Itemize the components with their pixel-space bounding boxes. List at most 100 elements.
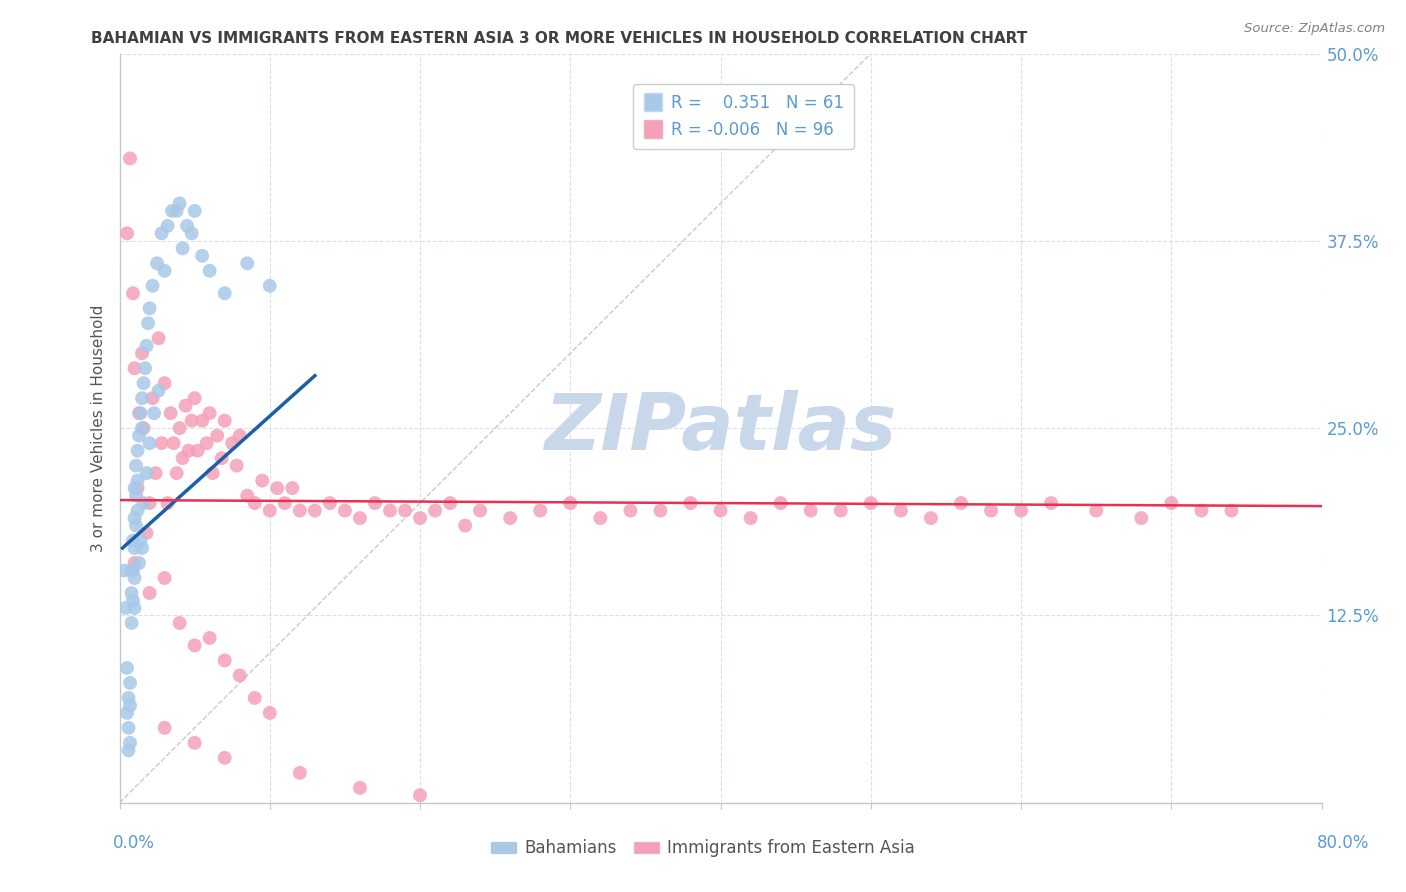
Point [225,458,247,473]
Point [236,256,259,270]
Point [288,765,311,780]
Point [243,496,266,510]
Point [560,496,582,510]
Point [830,503,852,517]
Point [124,571,146,585]
Point [131,541,153,555]
Point [131,391,153,405]
Point [589,511,612,525]
Legend: R =    0.351   N = 61, R = -0.006   N = 96: R = 0.351 N = 61, R = -0.006 N = 96 [633,85,853,149]
Point [243,690,266,705]
Point [138,436,160,450]
Point [127,503,149,517]
Point [118,152,141,166]
Point [169,421,191,435]
Point [162,436,184,450]
Point [121,564,143,578]
Point [378,503,401,517]
Point [198,406,221,420]
Text: BAHAMIAN VS IMMIGRANTS FROM EASTERN ASIA 3 OR MORE VEHICLES IN HOUSEHOLD CORRELA: BAHAMIAN VS IMMIGRANTS FROM EASTERN ASIA… [91,31,1028,46]
Point [259,706,281,720]
Point [1189,503,1212,517]
Point [115,227,138,241]
Point [859,496,882,510]
Point [142,391,165,405]
Point [159,406,181,420]
Point [127,443,149,458]
Point [259,278,281,293]
Point [499,511,522,525]
Point [740,511,762,525]
Point [136,316,159,330]
Point [138,586,160,600]
Point [153,571,176,585]
Point [800,503,823,517]
Point [214,751,236,765]
Point [129,406,152,420]
Point [281,481,304,495]
Point [117,743,139,757]
Point [114,601,136,615]
Point [125,489,148,503]
Point [183,736,205,750]
Point [117,721,139,735]
Text: Source: ZipAtlas.com: Source: ZipAtlas.com [1244,22,1385,36]
Point [166,466,188,480]
Point [211,451,233,466]
Point [679,496,702,510]
Point [124,601,146,615]
Point [115,706,138,720]
Point [619,503,641,517]
Point [228,428,252,442]
Point [409,511,432,525]
Point [122,286,145,301]
Point [125,518,148,533]
Point [153,264,176,278]
Point [172,451,194,466]
Text: 80.0%: 80.0% [1316,834,1369,852]
Point [333,503,356,517]
Point [1010,503,1032,517]
Point [198,631,221,645]
Point [259,503,281,517]
Point [191,414,214,428]
Point [128,406,150,420]
Point [769,496,792,510]
Point [117,690,139,705]
Point [118,736,141,750]
Point [125,458,148,473]
Point [1040,496,1063,510]
Point [205,428,228,442]
Point [153,721,176,735]
Legend: Bahamians, Immigrants from Eastern Asia: Bahamians, Immigrants from Eastern Asia [485,833,921,864]
Point [980,503,1002,517]
Point [148,331,170,345]
Point [135,466,157,480]
Point [709,503,731,517]
Point [454,518,477,533]
Point [132,376,155,391]
Point [409,789,432,803]
Point [266,481,288,495]
Point [920,511,942,525]
Point [1160,496,1182,510]
Point [1085,503,1108,517]
Point [142,278,165,293]
Y-axis label: 3 or more Vehicles in Household: 3 or more Vehicles in Household [91,304,107,552]
Point [468,503,492,517]
Point [127,481,149,495]
Point [124,511,146,525]
Point [118,676,141,690]
Point [169,196,191,211]
Point [349,511,371,525]
Point [131,421,153,435]
Point [156,219,179,233]
Point [187,443,209,458]
Point [180,414,202,428]
Point [124,481,146,495]
Point [150,436,173,450]
Point [174,399,197,413]
Point [195,436,218,450]
Point [156,496,179,510]
Point [122,593,145,607]
